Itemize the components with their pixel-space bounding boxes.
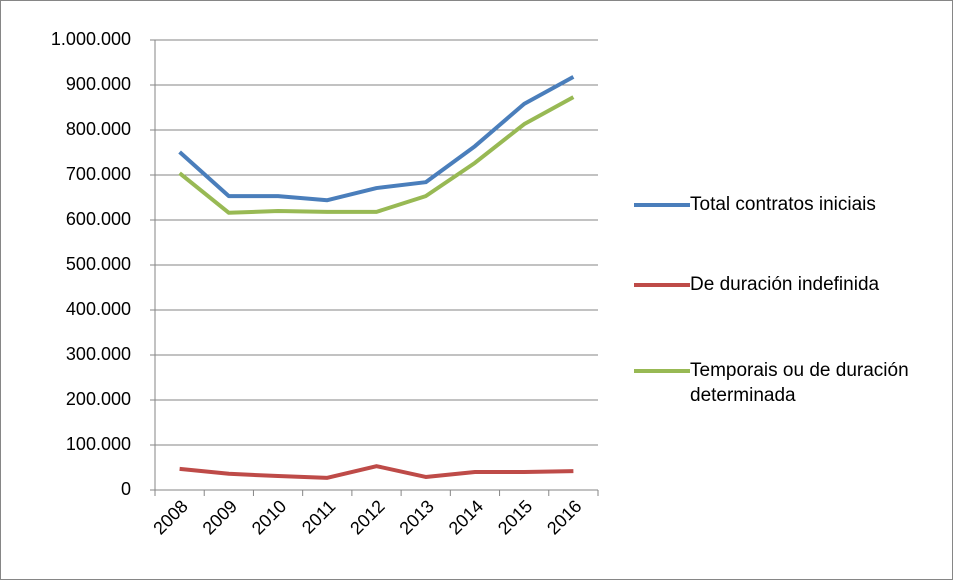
y-tick-label: 600.000: [66, 209, 131, 229]
legend-swatch: [634, 369, 690, 373]
line-series: [179, 464, 574, 480]
y-tick-label: 100.000: [66, 434, 131, 454]
legend-item: Temporais ou de duración determinada: [634, 358, 944, 408]
line-series: [178, 75, 575, 203]
y-tick-label: 800.000: [66, 119, 131, 139]
y-tick-label: 1.000.000: [51, 29, 131, 49]
y-tick-label: 400.000: [66, 299, 131, 319]
legend-label: Total contratos iniciais: [690, 194, 876, 215]
y-tick-label: 700.000: [66, 164, 131, 184]
legend-item: Total contratos iniciais: [634, 192, 944, 217]
y-tick-label: 500.000: [66, 254, 131, 274]
y-tick-label: 0: [121, 479, 131, 499]
legend-swatch: [634, 283, 690, 287]
y-tick-label: 900.000: [66, 74, 131, 94]
legend-label: Temporais ou de duración determinada: [690, 360, 909, 406]
legend-item: De duración indefinida: [634, 272, 944, 297]
y-tick-label: 300.000: [66, 344, 131, 364]
legend-swatch: [634, 203, 690, 207]
line-series: [178, 95, 575, 215]
legend-label: De duración indefinida: [690, 274, 880, 295]
y-tick-label: 200.000: [66, 389, 131, 409]
